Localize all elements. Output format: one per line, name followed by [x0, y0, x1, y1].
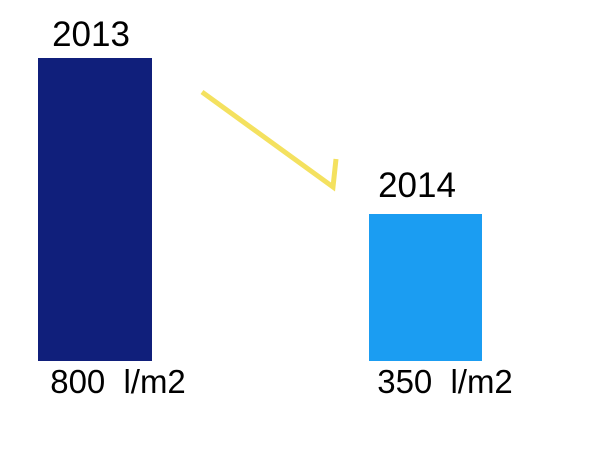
bar-2014	[369, 214, 482, 361]
value-label-2014: 350 l/m2	[377, 363, 513, 400]
year-label-2013: 2013	[52, 15, 130, 54]
year-label-2014: 2014	[378, 166, 456, 205]
value-label-2013: 800 l/m2	[50, 363, 186, 400]
bar-2013	[38, 58, 152, 361]
